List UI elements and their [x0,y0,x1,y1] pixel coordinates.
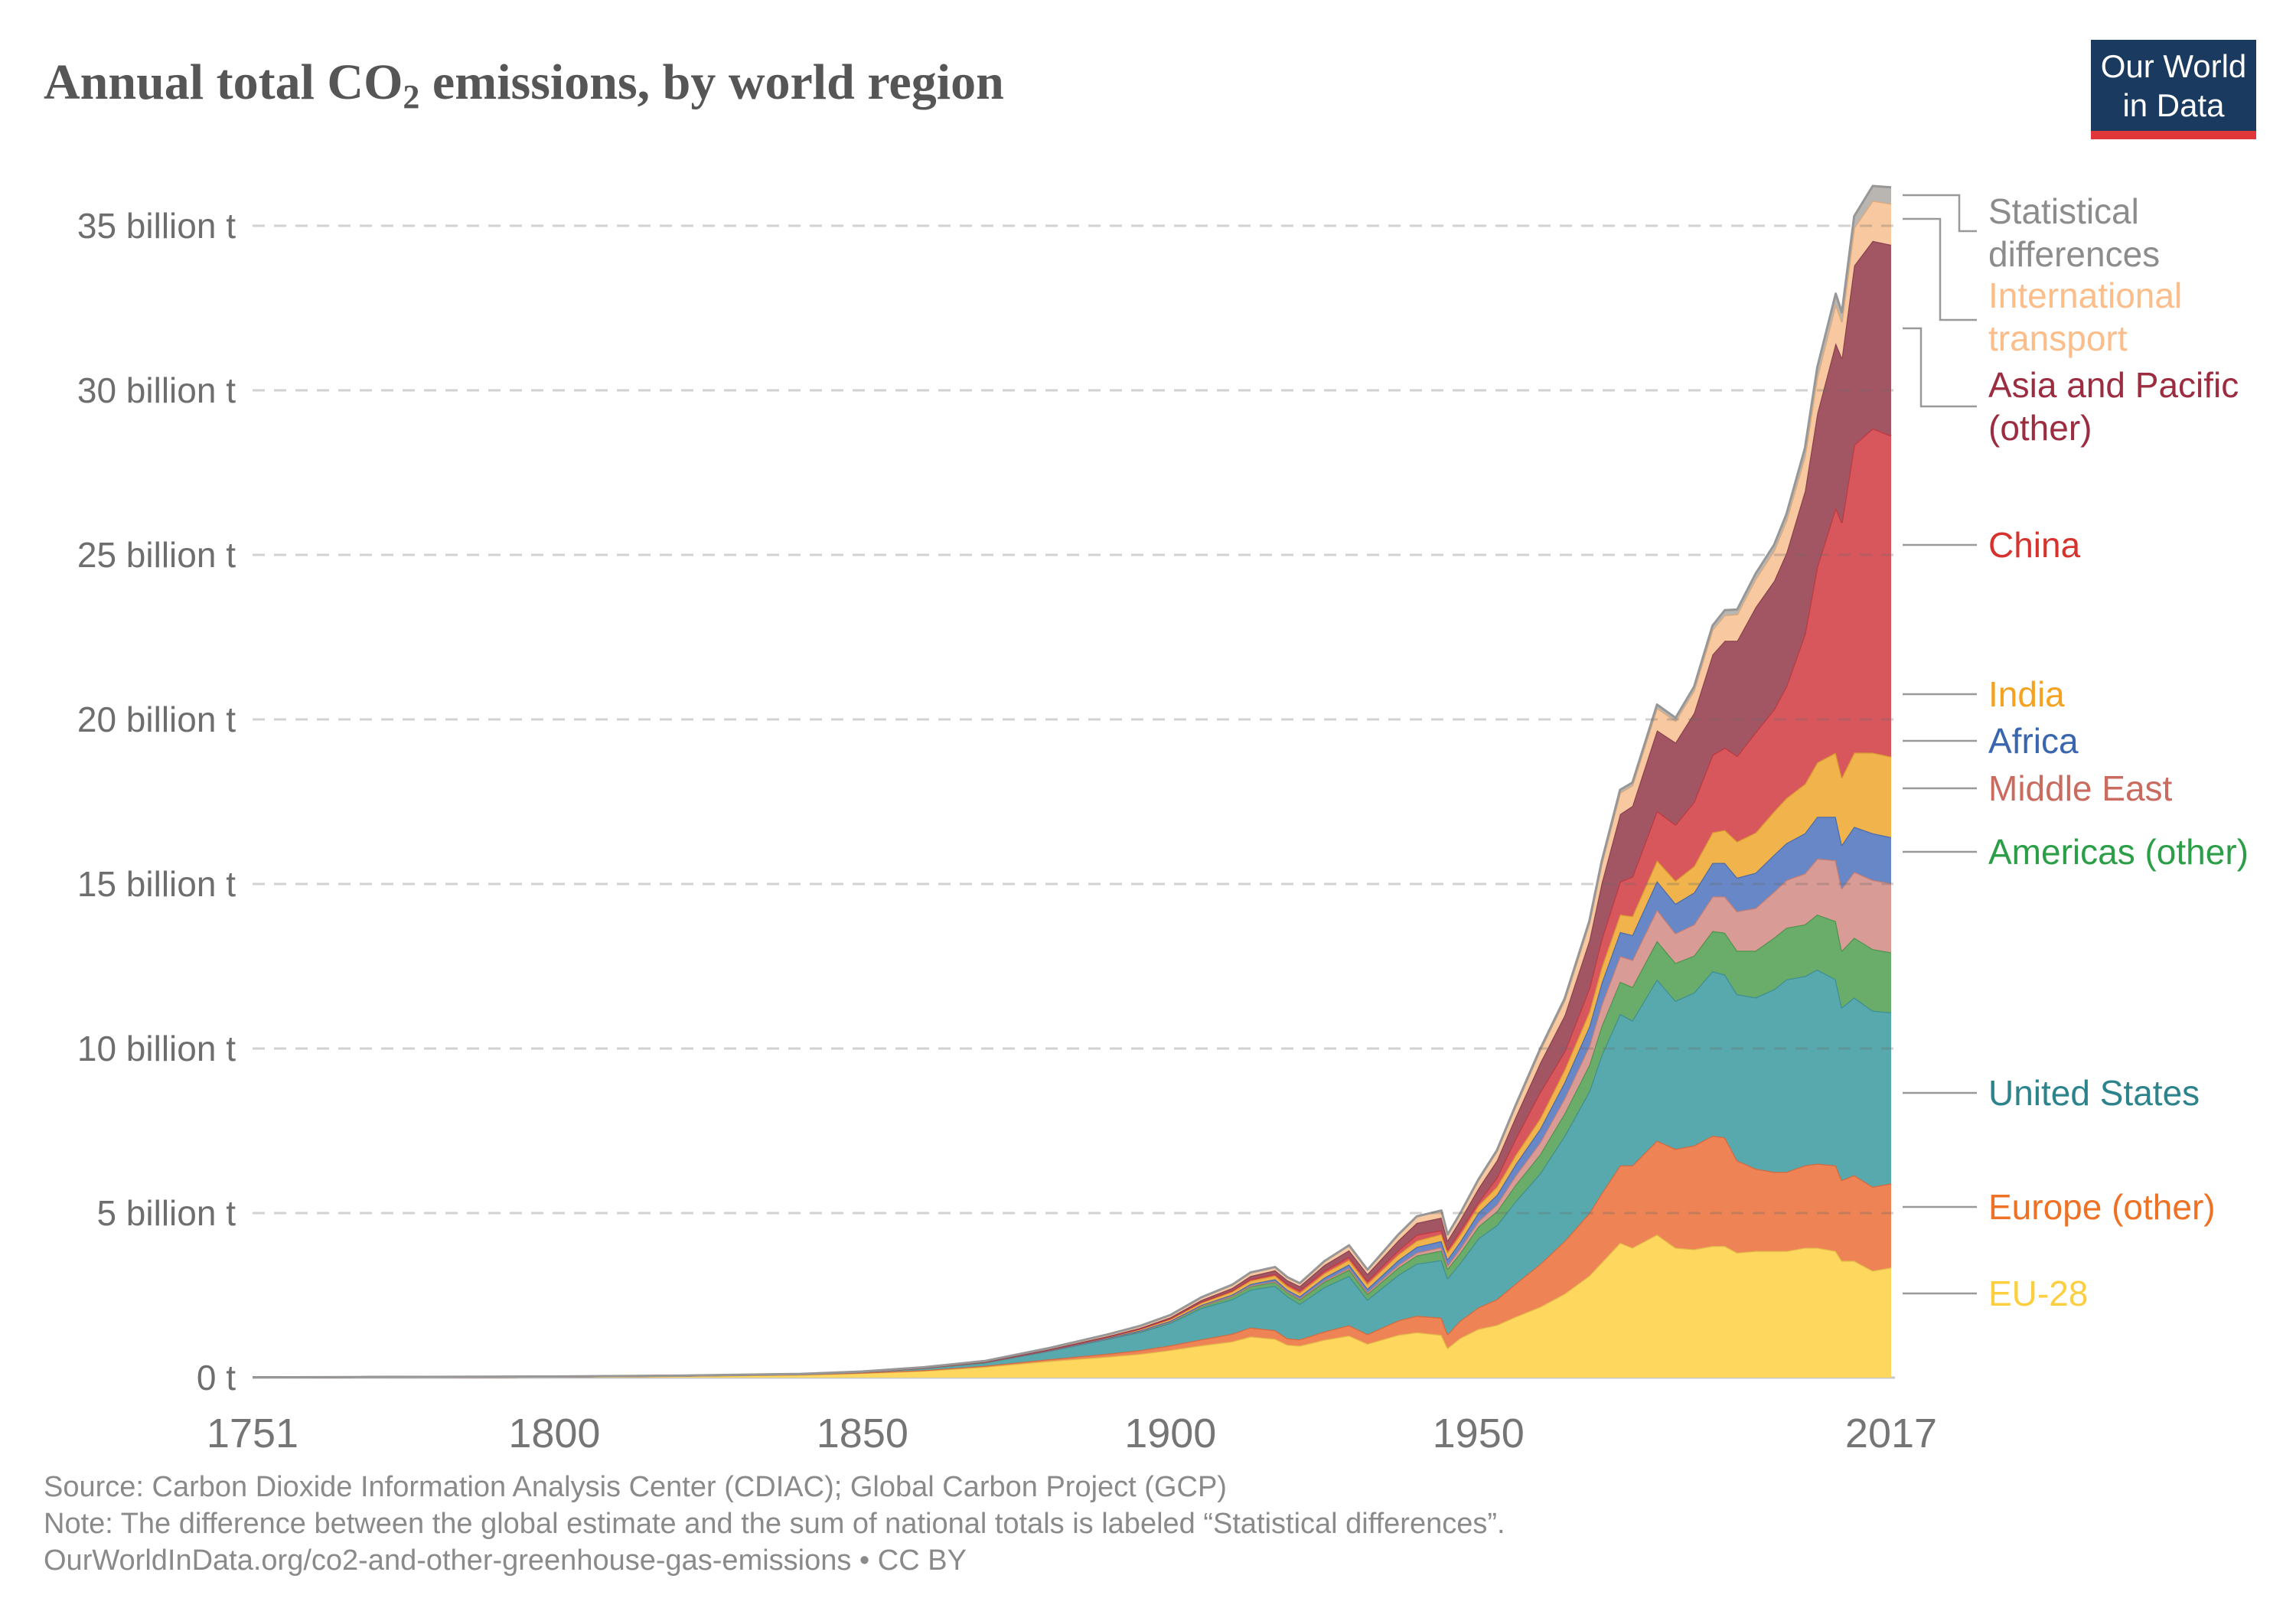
footer-license[interactable]: OurWorldInData.org/co2-and-other-greenho… [44,1544,967,1577]
page-title: Annual total CO2 emissions, by world reg… [44,54,1004,116]
area-americas-other[interactable] [253,915,1891,1378]
x-axis-label-1850: 1850 [816,1411,908,1456]
footer-note: Note: The difference between the global … [44,1508,1505,1540]
legend-item-middle-east[interactable]: Middle East [1988,767,2172,810]
legend-label-line: Europe (other) [1988,1187,2216,1227]
legend-item-international-transport[interactable]: International transport [1988,274,2182,360]
x-axis-label-1950: 1950 [1432,1411,1525,1456]
legend-label-line: (other) [1988,408,2092,448]
legend-label-line: United States [1988,1073,2200,1113]
y-axis-label-35: 35 billion t [77,206,236,246]
legend-item-africa[interactable]: Africa [1988,719,2079,762]
legend-connector-international-transport [1903,217,1977,321]
y-axis-label-30: 30 billion t [77,370,236,410]
legend-item-statistical-differences[interactable]: Statistical differences [1988,190,2160,276]
area-united-states[interactable] [253,969,1891,1378]
x-axis-label-1800: 1800 [508,1411,601,1456]
legend-item-united-states[interactable]: United States [1988,1071,2200,1114]
legend-label-line: Middle East [1988,768,2173,808]
legend-label-line: Americas (other) [1988,832,2249,872]
title-suffix: emissions, by world region [419,54,1004,111]
x-axis-label-2017: 2017 [1844,1411,1938,1456]
footer-source: Source: Carbon Dioxide Information Analy… [44,1471,1227,1503]
area-outline-statistical-differences [252,184,1892,1379]
legend-item-asia-pacific-other[interactable]: Asia and Pacific (other) [1988,364,2239,449]
y-axis-label-25: 25 billion t [77,535,236,575]
legend-label-line: transport [1988,318,2128,358]
title-prefix: Annual total CO [44,54,403,111]
legend-item-europe-other[interactable]: Europe (other) [1988,1186,2216,1228]
owid-logo-line2: in Data [2122,87,2225,123]
x-axis-label-1751: 1751 [206,1411,299,1456]
legend-label-line: Statistical [1988,191,2139,231]
area-europe-other[interactable] [253,1136,1891,1378]
title-subscript: 2 [403,78,420,116]
y-axis-label-15: 15 billion t [77,864,236,904]
y-axis-label-20: 20 billion t [77,700,236,739]
area-middle-east[interactable] [253,858,1891,1378]
legend-label-line: EU-28 [1988,1274,2089,1313]
owid-logo: Our World in Data [2091,40,2256,139]
legend-label-line: differences [1988,234,2161,274]
legend-item-eu-28[interactable]: EU-28 [1988,1272,2088,1315]
legend-label-line: Asia and Pacific [1988,365,2239,405]
legend-label-line: India [1988,674,2065,714]
legend-connector-asia-pacific-other [1903,327,1977,408]
area-africa[interactable] [253,817,1891,1378]
legend-label-line: International [1988,276,2183,315]
legend-item-americas-other[interactable]: Americas (other) [1988,830,2249,873]
area-eu-28[interactable] [253,1235,1891,1378]
legend-connector-statistical-differences [1903,194,1977,233]
y-axis-label-0: 0 t [196,1358,236,1398]
y-axis-label-10: 10 billion t [77,1029,236,1068]
x-axis-label-1900: 1900 [1124,1411,1217,1456]
y-axis-label-5: 5 billion t [96,1193,236,1233]
legend-item-india[interactable]: India [1988,673,2065,716]
legend-item-china[interactable]: China [1988,523,2080,566]
legend-label-line: Africa [1988,721,2079,761]
legend-label-line: China [1988,525,2081,565]
owid-logo-line1: Our World [2100,48,2247,84]
